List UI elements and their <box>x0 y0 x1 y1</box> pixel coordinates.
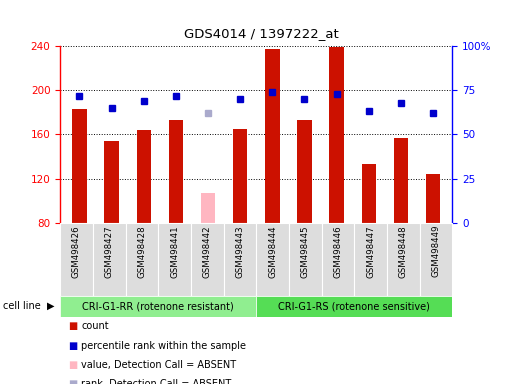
Text: rank, Detection Call = ABSENT: rank, Detection Call = ABSENT <box>81 379 231 384</box>
Text: CRI-G1-RR (rotenone resistant): CRI-G1-RR (rotenone resistant) <box>82 301 234 311</box>
Bar <box>233 129 247 223</box>
Text: ▶: ▶ <box>47 301 54 311</box>
Bar <box>168 120 183 223</box>
Text: count: count <box>81 321 109 331</box>
Bar <box>387 223 419 296</box>
Bar <box>93 223 126 296</box>
Bar <box>426 174 440 223</box>
Text: GSM498441: GSM498441 <box>170 225 179 278</box>
Bar <box>191 223 224 296</box>
Text: ■: ■ <box>68 321 77 331</box>
Text: ■: ■ <box>68 379 77 384</box>
Text: value, Detection Call = ABSENT: value, Detection Call = ABSENT <box>81 360 236 370</box>
Bar <box>329 47 344 223</box>
Text: GSM498426: GSM498426 <box>72 225 81 278</box>
Text: GSM498449: GSM498449 <box>431 225 440 277</box>
Text: GSM498448: GSM498448 <box>399 225 408 278</box>
Bar <box>419 223 452 296</box>
Text: ■: ■ <box>68 360 77 370</box>
Bar <box>158 223 191 296</box>
Text: GSM498445: GSM498445 <box>301 225 310 278</box>
Text: CRI-G1-RS (rotenone sensitive): CRI-G1-RS (rotenone sensitive) <box>278 301 430 311</box>
Bar <box>322 223 355 296</box>
Text: GSM498444: GSM498444 <box>268 225 277 278</box>
Bar <box>297 120 312 223</box>
Text: ■: ■ <box>68 341 77 351</box>
Text: GSM498428: GSM498428 <box>138 225 146 278</box>
Bar <box>361 164 376 223</box>
Bar <box>289 223 322 296</box>
Bar <box>265 50 280 223</box>
Bar <box>224 223 256 296</box>
Text: GSM498442: GSM498442 <box>203 225 212 278</box>
Text: GSM498446: GSM498446 <box>334 225 343 278</box>
Text: GSM498447: GSM498447 <box>366 225 375 278</box>
Bar <box>201 193 215 223</box>
Bar <box>60 223 93 296</box>
Text: GSM498443: GSM498443 <box>235 225 244 278</box>
Bar <box>256 223 289 296</box>
Text: GSM498427: GSM498427 <box>105 225 113 278</box>
Bar <box>60 296 256 317</box>
Text: percentile rank within the sample: percentile rank within the sample <box>81 341 246 351</box>
Bar <box>126 223 158 296</box>
Text: GDS4014 / 1397222_at: GDS4014 / 1397222_at <box>184 27 339 40</box>
Text: cell line: cell line <box>3 301 40 311</box>
Bar <box>256 296 452 317</box>
Bar <box>137 130 151 223</box>
Bar <box>355 223 387 296</box>
Bar <box>105 141 119 223</box>
Bar <box>72 109 87 223</box>
Bar <box>394 138 408 223</box>
